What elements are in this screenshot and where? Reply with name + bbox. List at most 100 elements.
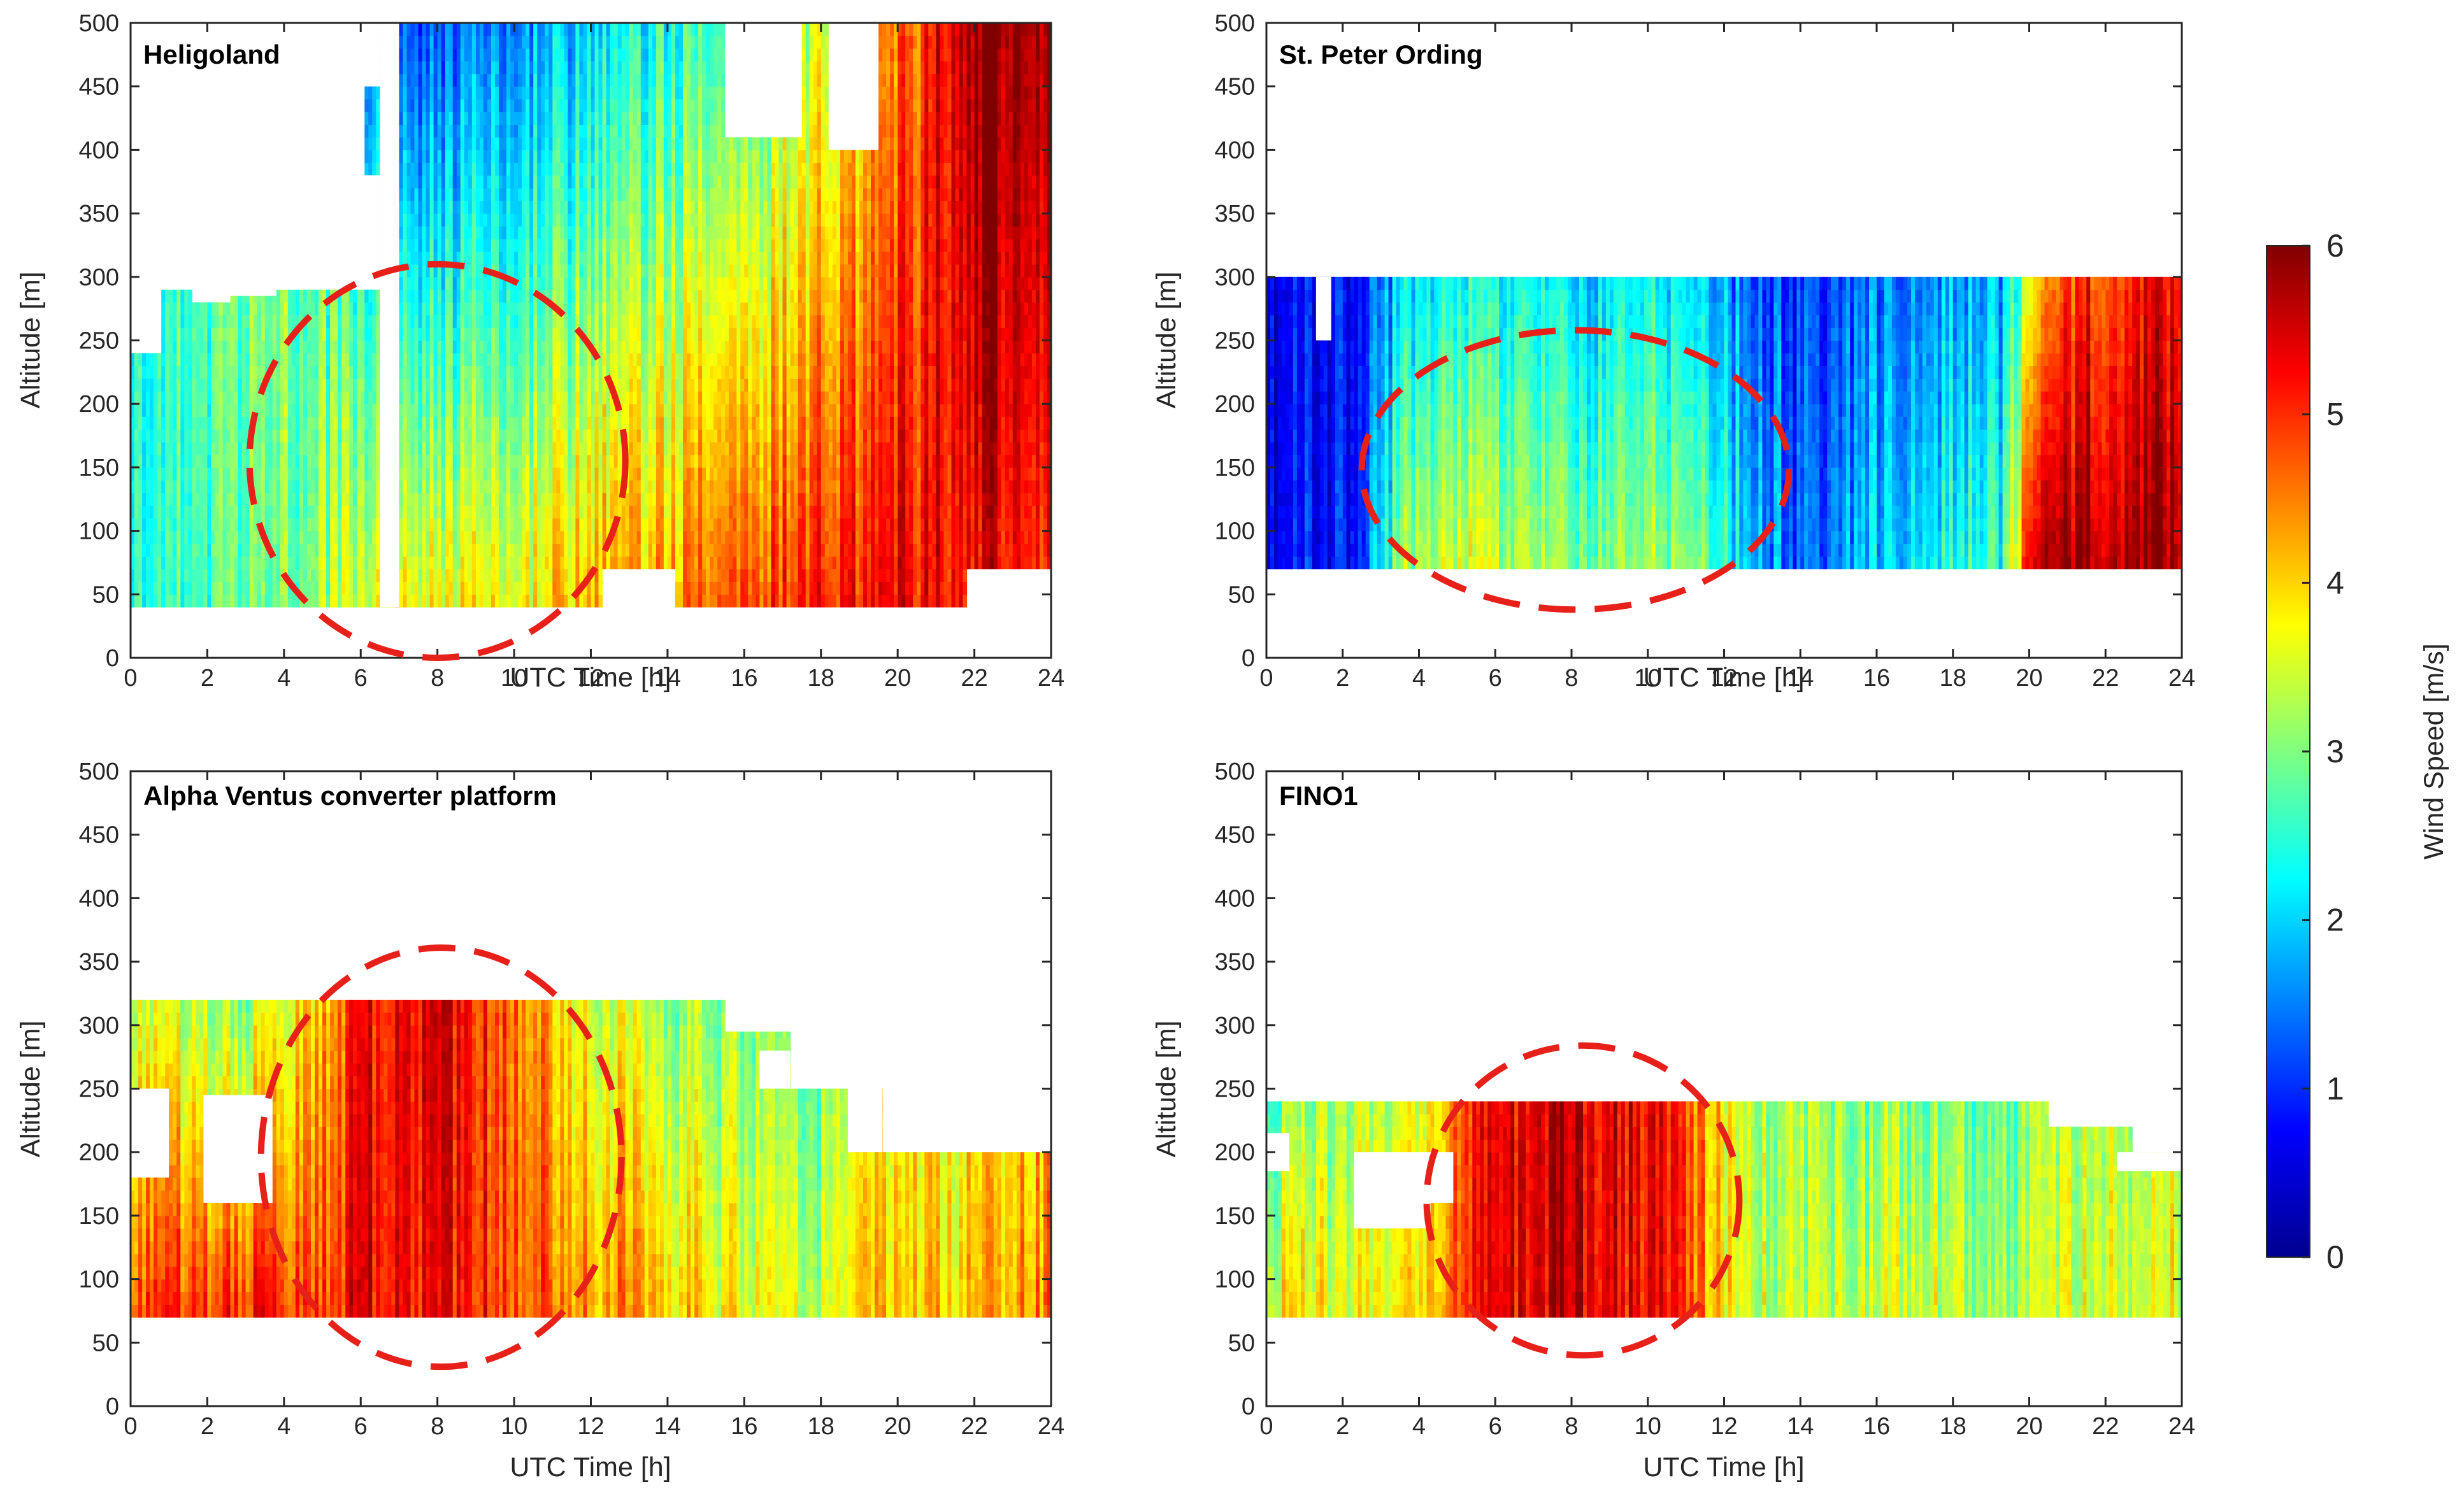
heatmap-cell xyxy=(334,302,338,316)
heatmap-cell xyxy=(276,493,281,506)
heatmap-cell xyxy=(349,302,354,316)
heatmap-cell xyxy=(203,557,208,570)
heatmap-cell xyxy=(142,581,147,595)
heatmap-cell xyxy=(238,506,243,519)
heatmap-cell xyxy=(411,353,415,366)
heatmap-cell xyxy=(315,544,319,557)
heatmap-cell xyxy=(273,391,277,404)
heatmap-cell xyxy=(296,467,300,481)
heatmap-cell xyxy=(269,442,273,455)
heatmap-cell xyxy=(399,544,404,557)
heatmap-cell xyxy=(299,341,304,354)
heatmap-cell xyxy=(411,264,415,278)
heatmap-cell xyxy=(288,366,292,379)
heatmap-cell xyxy=(219,328,224,341)
heatmap-cell xyxy=(138,378,143,392)
heatmap-cell xyxy=(403,99,408,113)
heatmap-cell xyxy=(322,391,327,404)
heatmap-cell xyxy=(326,429,331,443)
heatmap-cell xyxy=(192,506,196,519)
heatmap-cell xyxy=(364,341,369,354)
heatmap-cell xyxy=(407,23,412,36)
heatmap-cell xyxy=(307,569,312,582)
heatmap-cell xyxy=(353,391,357,404)
heatmap-cell xyxy=(338,467,342,481)
heatmap-cell xyxy=(299,455,304,468)
heatmap-cell xyxy=(188,429,192,443)
heatmap-cell xyxy=(361,467,365,481)
heatmap-cell xyxy=(273,557,277,570)
heatmap-cell xyxy=(211,429,215,443)
heatmap-cell xyxy=(192,594,196,608)
heatmap-cell xyxy=(196,391,200,404)
heatmap-cell xyxy=(319,581,323,595)
heatmap-cell xyxy=(176,569,181,582)
heatmap-cell xyxy=(276,315,281,328)
heatmap-cell xyxy=(403,328,408,341)
heatmap-cell xyxy=(242,429,247,443)
heatmap-cell xyxy=(142,455,147,468)
heatmap-cell xyxy=(341,442,346,455)
heatmap-cell xyxy=(265,581,269,595)
heatmap-cell xyxy=(246,302,250,316)
heatmap-cell xyxy=(299,544,304,557)
heatmap-cell xyxy=(353,328,357,341)
heatmap-cell xyxy=(411,201,415,214)
heatmap-cell xyxy=(184,366,189,379)
heatmap-cell xyxy=(165,581,169,595)
heatmap-cell xyxy=(345,341,350,354)
heatmap-cell xyxy=(176,353,181,366)
heatmap-cell xyxy=(199,341,204,354)
heatmap-cell xyxy=(192,581,196,595)
heatmap-cell xyxy=(227,506,231,519)
heatmap-cell xyxy=(234,341,239,354)
heatmap-cell xyxy=(234,366,239,379)
heatmap-cell xyxy=(196,416,200,430)
heatmap-cell xyxy=(280,518,285,532)
heatmap-cell xyxy=(215,506,220,519)
heatmap-cell xyxy=(361,480,365,494)
heatmap-cell xyxy=(403,569,408,582)
heatmap-cell xyxy=(353,569,357,582)
heatmap-cell xyxy=(341,518,346,532)
heatmap-cell xyxy=(192,480,196,494)
heatmap-cell xyxy=(368,544,373,557)
heatmap-cell xyxy=(407,518,412,532)
heatmap-cell xyxy=(176,378,181,392)
heatmap-cell xyxy=(299,569,304,582)
heatmap-cell xyxy=(372,480,376,494)
heatmap-cell xyxy=(280,429,285,443)
heatmap-cell xyxy=(180,480,185,494)
heatmap-cell xyxy=(368,594,373,608)
heatmap-cell xyxy=(257,506,262,519)
heatmap-cell xyxy=(284,544,289,557)
heatmap-cell xyxy=(242,581,247,595)
heatmap-cell xyxy=(184,341,189,354)
heatmap-cell xyxy=(311,531,315,544)
heatmap-cell xyxy=(334,518,338,532)
heatmap-cell xyxy=(223,442,227,455)
heatmap-cell xyxy=(280,455,285,468)
heatmap-cell xyxy=(341,594,346,608)
heatmap-cell xyxy=(276,404,281,417)
heatmap-cell xyxy=(227,353,231,366)
heatmap-cell xyxy=(219,391,224,404)
heatmap-cell xyxy=(180,328,185,341)
heatmap-cell xyxy=(184,581,189,595)
heatmap-cell xyxy=(319,353,323,366)
heatmap-cell xyxy=(196,518,200,532)
heatmap-cell xyxy=(407,290,412,303)
heatmap-cell xyxy=(403,391,408,404)
heatmap-cell xyxy=(219,416,224,430)
heatmap-cell xyxy=(134,455,139,468)
heatmap-cell xyxy=(180,506,185,519)
heatmap-cell xyxy=(349,429,354,443)
heatmap-cell xyxy=(154,467,158,481)
heatmap-cell xyxy=(376,391,380,404)
heatmap-cell xyxy=(357,480,361,494)
heatmap-cell xyxy=(364,125,369,138)
heatmap-cell xyxy=(154,442,158,455)
heatmap-cell xyxy=(403,455,408,468)
heatmap-cell xyxy=(341,315,346,328)
heatmap-cell xyxy=(242,296,247,303)
